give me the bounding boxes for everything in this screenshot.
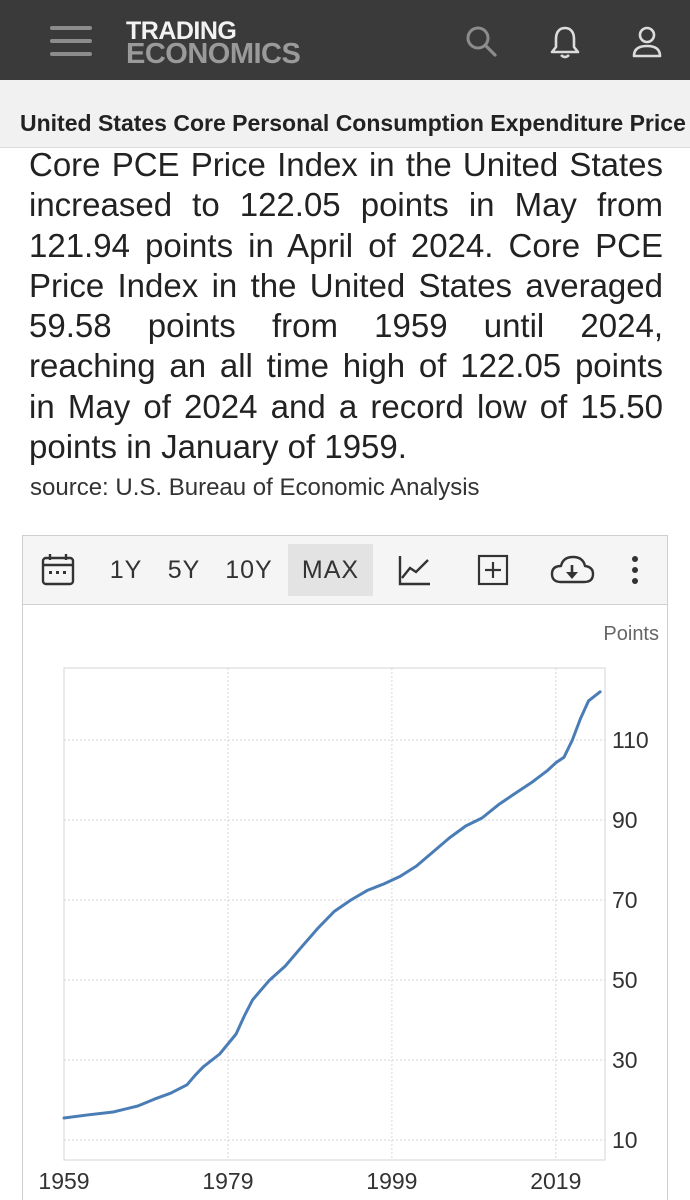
source-text: source: U.S. Bureau of Economic Analysis xyxy=(30,474,480,501)
add-icon[interactable] xyxy=(473,550,513,590)
y-axis-unit-label: Points xyxy=(603,623,659,645)
x-tick-label: 1999 xyxy=(366,1168,417,1194)
range-button-10y[interactable]: 10Y xyxy=(225,556,273,584)
series-line-core-pce[interactable] xyxy=(62,690,602,1120)
y-tick-label: 50 xyxy=(612,967,638,993)
x-tick-label: 1959 xyxy=(38,1168,89,1194)
logo[interactable]: TRADING ECONOMICS xyxy=(126,17,301,70)
logo-top-text: TRADING xyxy=(126,17,237,45)
chart-panel: Points 10 30 50 70 90 110 1959 1979 1999 2019 xyxy=(22,605,668,1200)
menu-icon[interactable] xyxy=(50,26,92,58)
x-tick-label: 1979 xyxy=(202,1168,253,1194)
indicator-description: Core PCE Price Index in the United State… xyxy=(29,146,663,466)
chart-toolbar: 1Y 5Y 10Y MAX xyxy=(22,535,668,605)
calendar-icon[interactable] xyxy=(39,550,79,590)
line-chart-icon[interactable] xyxy=(394,550,434,590)
more-vertical-icon[interactable] xyxy=(621,550,651,590)
range-button-5y[interactable]: 5Y xyxy=(167,556,201,584)
top-nav-bar: TRADING ECONOMICS xyxy=(0,0,690,80)
indicator-title-bar: United States Core Personal Consumption … xyxy=(0,80,690,148)
plot-area-border xyxy=(63,667,606,1161)
y-tick-label: 10 xyxy=(612,1127,638,1153)
y-tick-label: 30 xyxy=(612,1047,638,1073)
range-button-max[interactable]: MAX xyxy=(288,544,373,596)
page-title: United States Core Personal Consumption … xyxy=(20,110,690,136)
y-tick-label: 70 xyxy=(612,887,638,913)
user-icon[interactable] xyxy=(630,24,664,58)
y-tick-label: 110 xyxy=(612,727,649,753)
download-cloud-icon[interactable] xyxy=(549,550,595,590)
bell-icon[interactable] xyxy=(548,24,582,59)
range-button-1y[interactable]: 1Y xyxy=(109,556,143,584)
line-chart[interactable]: Points 10 30 50 70 90 110 1959 1979 1999 2019 xyxy=(23,605,669,1200)
logo-bottom-text: ECONOMICS xyxy=(126,38,301,70)
search-icon[interactable] xyxy=(464,24,498,58)
y-tick-label: 90 xyxy=(612,807,638,833)
x-tick-label: 2019 xyxy=(530,1168,581,1194)
